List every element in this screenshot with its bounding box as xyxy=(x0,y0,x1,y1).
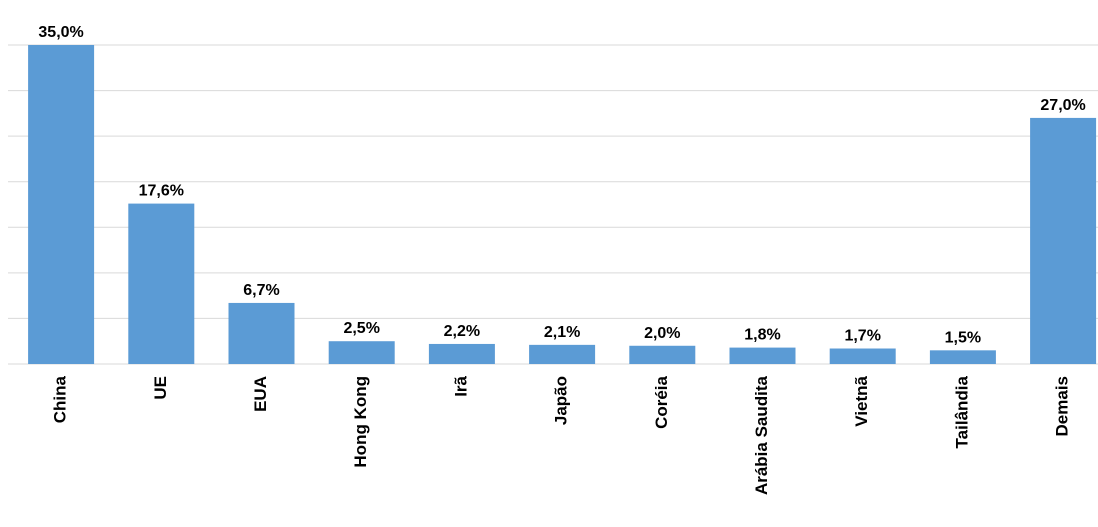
bar xyxy=(1030,117,1097,365)
value-label: 35,0% xyxy=(38,24,83,41)
x-tick-label: Arábia Saudita xyxy=(752,375,771,495)
x-tick-label: UE xyxy=(151,376,170,400)
bar xyxy=(28,45,95,364)
x-tick-label: China xyxy=(51,375,70,423)
value-label: 1,7% xyxy=(844,328,880,345)
bar xyxy=(929,350,996,364)
value-label: 2,2% xyxy=(444,323,480,340)
value-label: 2,1% xyxy=(544,324,580,341)
bar xyxy=(729,347,796,364)
value-label: 1,5% xyxy=(945,329,981,346)
x-tick-label: Irã xyxy=(451,375,470,396)
bar xyxy=(328,341,395,364)
value-label: 2,0% xyxy=(644,325,680,342)
value-label: 1,8% xyxy=(744,327,780,344)
bar xyxy=(128,203,195,364)
value-label: 6,7% xyxy=(243,282,279,299)
x-tick-label: Japão xyxy=(552,376,571,425)
x-tick-label: Tailândia xyxy=(952,375,971,448)
x-tick-label: Demais xyxy=(1053,376,1072,436)
x-tick-label: Coréia xyxy=(652,375,671,428)
bar xyxy=(829,348,896,364)
value-label: 2,5% xyxy=(343,320,379,337)
value-label: 27,0% xyxy=(1040,97,1085,114)
bar xyxy=(228,302,295,364)
x-tick-label: EUA xyxy=(251,376,270,412)
x-tick-label: Hong Kong xyxy=(351,376,370,468)
bar xyxy=(428,343,495,364)
bar xyxy=(629,345,696,364)
bar xyxy=(529,344,596,364)
value-label: 17,6% xyxy=(139,183,184,200)
x-tick-label: Vietnã xyxy=(852,375,871,426)
